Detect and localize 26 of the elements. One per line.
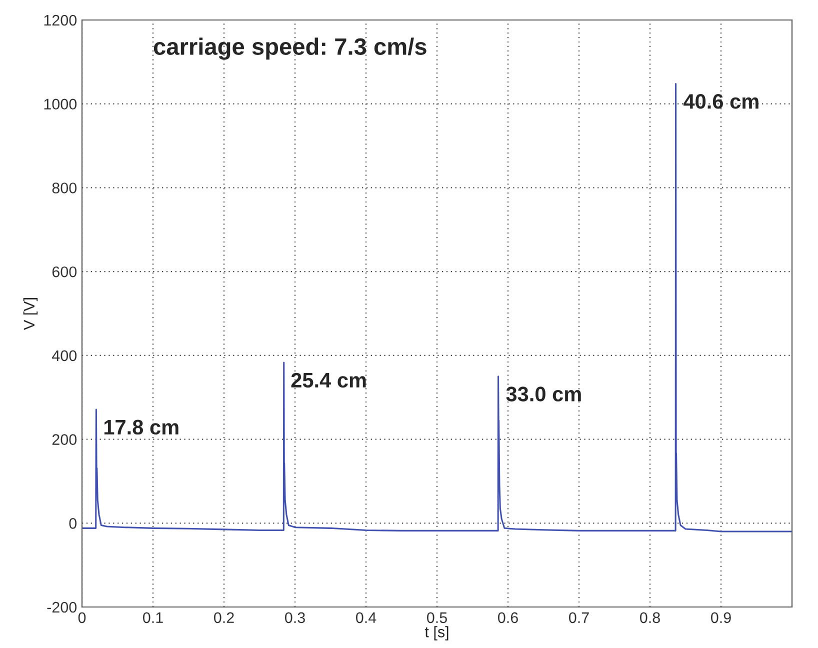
x-axis-title: t [s] [424, 626, 448, 640]
x-tick-label: 0.1 [142, 612, 163, 624]
x-tick-label: 0 [78, 612, 86, 624]
annotation: carriage speed: 7.3 cm/s [154, 38, 426, 60]
x-tick-label: 0.3 [284, 612, 305, 624]
annotation: 33.0 cm [506, 386, 581, 402]
annotation: 17.8 cm [104, 420, 178, 435]
y-tick-label: 0 [69, 518, 77, 529]
x-tick-label: 0.2 [214, 612, 234, 624]
x-tick-label: 0.4 [356, 612, 376, 624]
y-tick-label: 200 [52, 434, 77, 445]
y-tick-label: 800 [52, 182, 77, 194]
x-tick-label: 0.5 [426, 612, 447, 624]
x-tick-label: 0.8 [640, 612, 660, 624]
y-tick-label: 1200 [44, 14, 77, 26]
y-tick-label: 400 [52, 350, 77, 362]
line-series [82, 82, 792, 532]
y-tick-label: 600 [52, 266, 77, 278]
y-tick-label: -200 [47, 602, 77, 613]
x-tick-label: 0.9 [710, 612, 731, 624]
x-tick-label: 0.6 [498, 612, 518, 624]
annotation: 40.6 cm [684, 94, 758, 109]
y-tick-label: 1000 [44, 98, 77, 110]
y-axis-title: V [V] [23, 298, 38, 330]
annotation: 25.4 cm [291, 372, 366, 388]
x-tick-label: 0.7 [568, 612, 589, 624]
